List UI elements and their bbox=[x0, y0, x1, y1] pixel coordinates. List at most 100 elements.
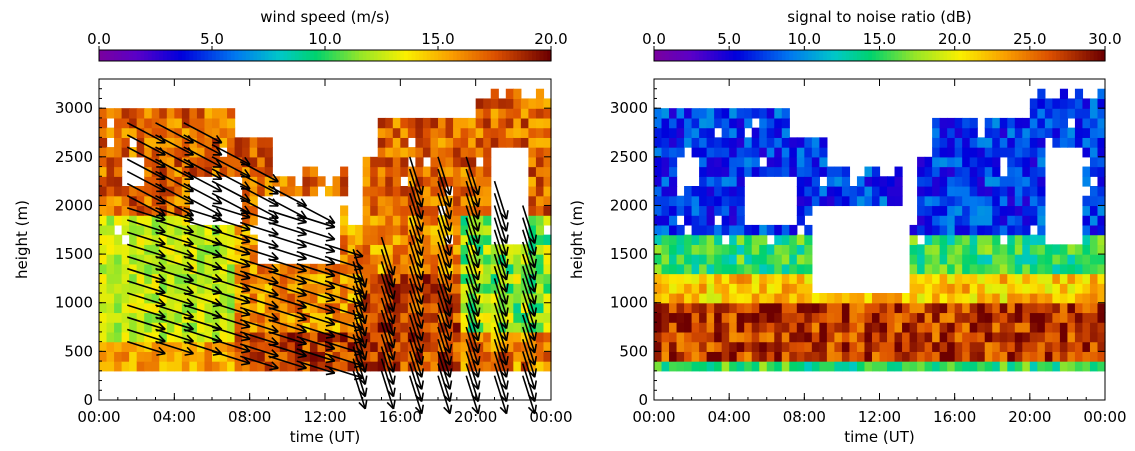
heatmap-cell bbox=[691, 312, 700, 323]
heatmap-cell bbox=[654, 283, 663, 294]
heatmap-cell bbox=[287, 361, 296, 372]
heatmap-cell bbox=[166, 215, 175, 226]
heatmap-cell bbox=[887, 176, 896, 187]
heatmap-cell bbox=[114, 156, 123, 168]
heatmap-cell bbox=[159, 244, 168, 255]
heatmap-cell bbox=[1029, 195, 1038, 207]
heatmap-cell bbox=[249, 166, 258, 177]
colorbar-swatch bbox=[438, 50, 443, 61]
heatmap-cell bbox=[691, 234, 700, 245]
heatmap-cell bbox=[1029, 147, 1038, 158]
heatmap-cell bbox=[736, 117, 745, 129]
colorbar-swatch bbox=[151, 50, 157, 61]
colorbar-swatch bbox=[687, 50, 693, 61]
wind-arrow bbox=[521, 375, 536, 414]
heatmap-cell bbox=[721, 108, 730, 119]
heatmap-cell bbox=[789, 254, 798, 265]
heatmap-cell bbox=[924, 224, 933, 236]
colorbar-swatch bbox=[751, 50, 757, 61]
heatmap-cell bbox=[99, 234, 108, 245]
heatmap-cell bbox=[714, 186, 723, 197]
heatmap-cell bbox=[1014, 244, 1023, 255]
wind-arrow bbox=[521, 229, 536, 269]
heatmap-cell bbox=[505, 331, 514, 343]
heatmap-cell bbox=[189, 293, 198, 304]
heatmap-cell bbox=[992, 156, 1001, 168]
colorbar-swatch bbox=[358, 50, 364, 61]
heatmap-cell bbox=[234, 322, 243, 333]
colorbar-swatch bbox=[935, 50, 941, 61]
colorbar-swatch bbox=[144, 50, 149, 61]
heatmap-cell bbox=[400, 254, 409, 265]
colorbar-swatch bbox=[879, 50, 884, 61]
heatmap-cell bbox=[144, 234, 153, 245]
wind-arrow-head bbox=[533, 380, 538, 390]
heatmap-cell bbox=[729, 176, 738, 187]
colorbar-swatch bbox=[793, 50, 798, 61]
heatmap-cell bbox=[766, 331, 775, 343]
heatmap-cell bbox=[902, 312, 911, 323]
heatmap-cell bbox=[196, 224, 206, 236]
heatmap-cell bbox=[714, 273, 723, 284]
wind-arrow-head bbox=[297, 245, 307, 249]
colorbar-tick-label: 25.0 bbox=[1013, 30, 1046, 48]
heatmap-cell bbox=[114, 137, 123, 148]
wind-arrow bbox=[465, 338, 480, 378]
wind-arrow-head bbox=[443, 309, 451, 317]
heatmap-cell bbox=[1097, 331, 1106, 343]
heatmap-cell bbox=[909, 312, 918, 323]
heatmap-cell bbox=[151, 195, 160, 207]
heatmap-cell bbox=[1029, 312, 1038, 323]
heatmap-cell bbox=[879, 293, 888, 304]
colorbar-swatch bbox=[325, 50, 330, 61]
heatmap-cell bbox=[819, 186, 828, 197]
heatmap-cell bbox=[415, 312, 424, 323]
heatmap-cell bbox=[669, 331, 678, 343]
heatmap-cell bbox=[1097, 137, 1106, 148]
heatmap-cell bbox=[287, 312, 296, 323]
heatmap-cell bbox=[528, 186, 537, 197]
heatmap-cell bbox=[370, 351, 379, 362]
wind-arrow-head bbox=[420, 356, 425, 366]
heatmap-cell bbox=[520, 283, 529, 294]
heatmap-cell bbox=[543, 283, 552, 294]
heatmap-cell bbox=[1089, 108, 1099, 119]
heatmap-cell bbox=[1059, 263, 1069, 275]
heatmap-cell bbox=[654, 147, 663, 158]
heatmap-cell bbox=[438, 331, 447, 343]
heatmap-cell bbox=[121, 195, 130, 207]
heatmap-cell bbox=[1074, 283, 1084, 294]
wind-arrow-head bbox=[214, 273, 223, 282]
colorbar-swatch bbox=[287, 50, 292, 61]
colorbar-tick-label: 20.0 bbox=[534, 30, 567, 48]
colorbar-swatch bbox=[509, 50, 514, 61]
heatmap-cell bbox=[969, 351, 978, 362]
colorbar-swatch bbox=[747, 50, 753, 61]
heatmap-cell bbox=[129, 341, 138, 352]
heatmap-cell bbox=[781, 322, 790, 333]
heatmap-cell bbox=[166, 176, 175, 187]
heatmap-cell bbox=[535, 98, 545, 109]
heatmap-cell bbox=[879, 361, 888, 372]
heatmap-cell bbox=[144, 186, 153, 197]
wind-arrow bbox=[211, 192, 251, 215]
heatmap-cell bbox=[543, 312, 552, 323]
heatmap-cell bbox=[204, 273, 213, 284]
wind-arrow-head bbox=[158, 322, 166, 330]
heatmap-cell bbox=[841, 341, 851, 352]
wind-arrow-head bbox=[414, 260, 423, 269]
heatmap-cell bbox=[684, 127, 693, 138]
heatmap-cell bbox=[272, 273, 281, 284]
wind-arrow bbox=[408, 278, 423, 317]
heatmap-cell bbox=[227, 331, 236, 343]
wind-arrow-head bbox=[325, 347, 335, 352]
heatmap-cell bbox=[400, 312, 409, 323]
heatmap-cell bbox=[144, 117, 153, 129]
heatmap-cell bbox=[871, 293, 881, 304]
heatmap-cell bbox=[513, 361, 522, 372]
heatmap-cell bbox=[684, 273, 693, 284]
heatmap-cell bbox=[1022, 244, 1031, 255]
heatmap-cell bbox=[159, 117, 168, 129]
wind-arrow bbox=[408, 241, 423, 281]
